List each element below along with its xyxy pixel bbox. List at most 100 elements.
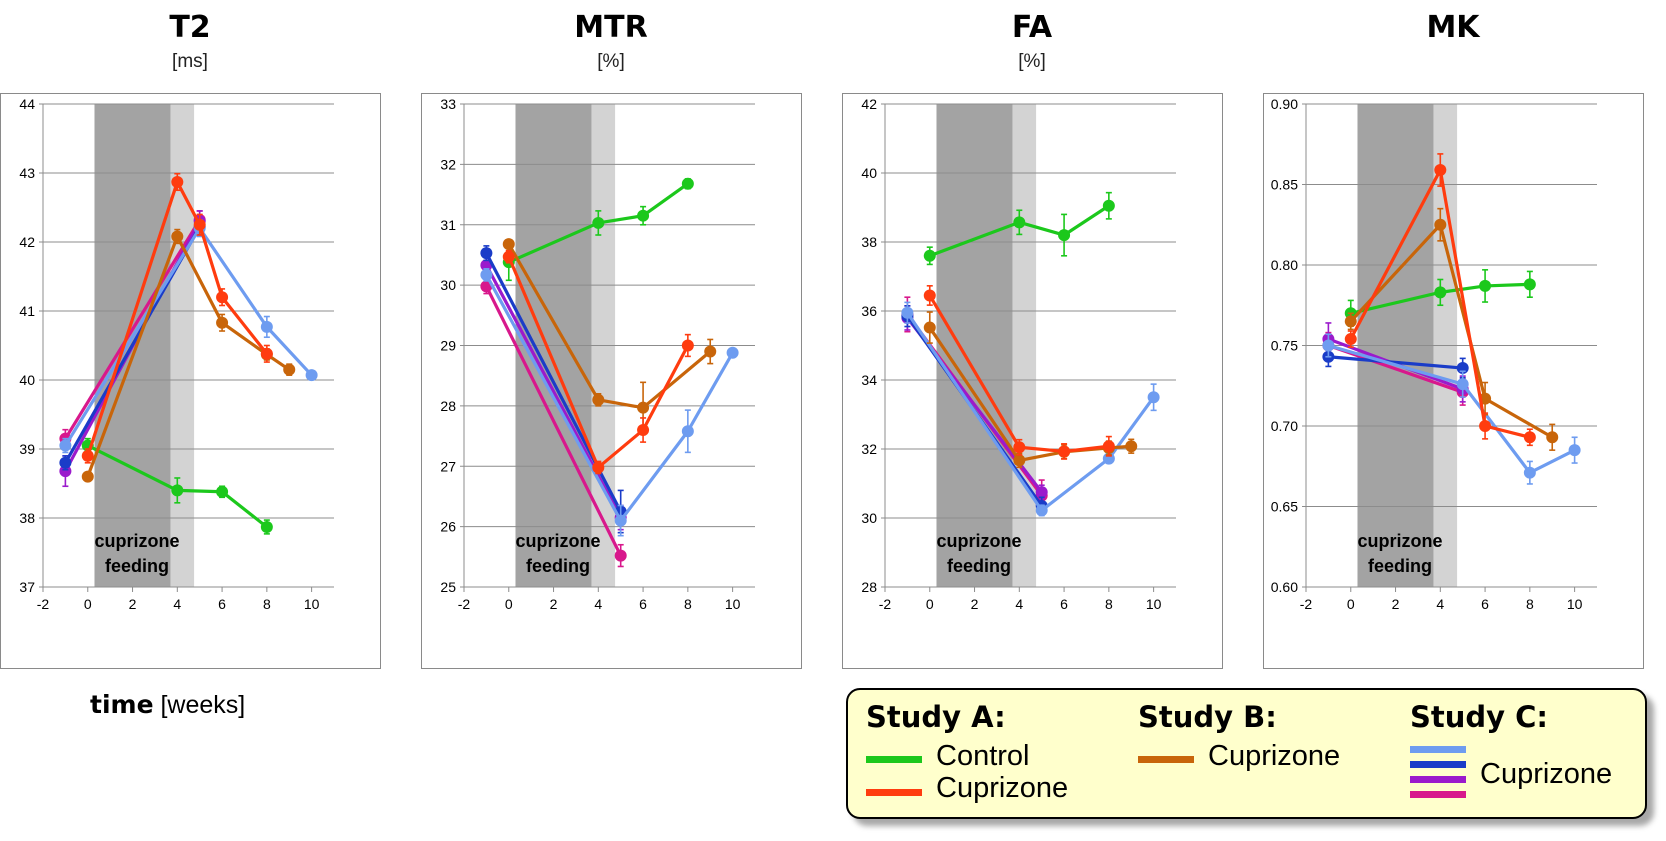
y-tick-label: 0.90 [1271, 96, 1298, 112]
series-line [508, 182, 689, 264]
legend-swatch-c4 [1410, 791, 1466, 798]
panel-unit-mtr: [%] [597, 51, 625, 72]
series-c1 [480, 268, 739, 537]
x-tick-label: 4 [173, 596, 181, 612]
series-cupA [1344, 153, 1536, 447]
data-point [1102, 199, 1115, 212]
data-point [1479, 279, 1492, 292]
cuprizone-feeding-label: feeding [105, 556, 169, 576]
legend-swatch-cuprizone-b [1138, 756, 1194, 763]
data-point [59, 465, 72, 478]
series-c1 [901, 301, 1160, 517]
x-tick-label: 10 [725, 596, 741, 612]
panel-title-mk: MK [1426, 10, 1480, 45]
series-cupA [923, 285, 1115, 460]
y-tick-label: 42 [19, 234, 35, 250]
data-point [1344, 333, 1357, 346]
legend-label-cuprizone-b: Cuprizone [1208, 740, 1341, 772]
data-point [1568, 444, 1581, 457]
x-tick-label: 0 [1347, 596, 1355, 612]
x-tick-label: 10 [1567, 596, 1583, 612]
data-point [216, 485, 229, 498]
y-tick-label: 38 [19, 510, 35, 526]
series-cupA [81, 172, 273, 464]
data-point [592, 393, 605, 406]
x-tick-label: 10 [304, 596, 320, 612]
y-tick-label: 30 [861, 510, 877, 526]
data-point [171, 230, 184, 243]
y-tick-label: 0.65 [1271, 499, 1298, 515]
data-point [1013, 441, 1026, 454]
data-point [480, 268, 493, 281]
data-point [726, 346, 739, 359]
data-point [260, 320, 273, 333]
data-point [614, 514, 627, 527]
y-tick-label: 40 [19, 372, 35, 388]
chart-fa: 28 30 32 34 36 38 40 42 -2 0 2 4 6 8 10 cuprizone feedin… [842, 93, 1223, 669]
data-point [704, 345, 717, 358]
data-point [59, 439, 72, 452]
series-line [507, 256, 690, 470]
x-tick-label: 2 [550, 596, 558, 612]
data-point [1125, 440, 1138, 453]
cuprizone-band-light [170, 104, 195, 587]
data-point [1035, 504, 1048, 517]
series-line [484, 285, 623, 557]
chart-t2: 37 38 39 40 41 42 43 44 -2 0 2 4 6 8 10 cuprizone feedin… [0, 93, 381, 669]
data-point [260, 520, 273, 533]
cuprizone-feeding-label: cuprizone [516, 531, 601, 551]
y-tick-label: 32 [861, 441, 877, 457]
chart-mk: 0.60 0.65 0.70 0.75 0.80 0.85 0.90 -2 0 2 4 6 8 10 cup… [1263, 93, 1644, 669]
x-tick-label: 4 [1436, 596, 1444, 612]
series-line [507, 243, 712, 410]
data-point [1102, 440, 1115, 453]
data-point [1479, 420, 1492, 432]
data-point [923, 321, 936, 334]
x-tick-label: -2 [879, 596, 892, 612]
x-tick-label: 10 [1146, 596, 1162, 612]
data-point [502, 238, 515, 251]
x-tick-label: 8 [1105, 596, 1113, 612]
data-point [81, 449, 94, 462]
data-point [1456, 378, 1469, 391]
data-point [1523, 466, 1536, 479]
series-cupB [81, 228, 296, 483]
panel-title-fa: FA [1011, 10, 1053, 45]
data-point [305, 369, 318, 382]
data-point [216, 316, 229, 329]
series-cupA [502, 249, 694, 475]
data-point [1434, 218, 1447, 231]
series-line [928, 294, 1110, 454]
x-tick-label: 6 [218, 596, 226, 612]
data-point [681, 425, 694, 438]
legend: Study A: Control Cuprizone Study B: Cupr… [846, 688, 1647, 819]
cuprizone-feeding-label: feeding [526, 556, 590, 576]
chart-svg-t2: 37 38 39 40 41 42 43 44 -2 0 2 4 6 8 10 cuprizone feedin… [19, 96, 334, 612]
data-point [1322, 339, 1335, 352]
data-point [681, 339, 694, 352]
cuprizone-band-light [1012, 104, 1037, 587]
data-point [1147, 391, 1160, 404]
x-tick-label: 0 [926, 596, 934, 612]
legend-swatch-c2 [1410, 761, 1466, 768]
x-tick-label: 0 [505, 596, 513, 612]
y-tick-label: 42 [861, 96, 877, 112]
chart-svg-mtr: 25 26 27 28 29 30 31 32 33 -2 0 2 4 6 8 10 cuprizone feed… [440, 96, 755, 612]
y-tick-label: 31 [440, 217, 456, 233]
data-point [592, 461, 605, 474]
series-cupB [1344, 207, 1559, 451]
x-tick-label: -2 [458, 596, 471, 612]
data-point [1035, 486, 1048, 499]
y-tick-label: 30 [440, 277, 456, 293]
x-axis-title-unit: [weeks] [160, 691, 246, 719]
series-line [1328, 355, 1463, 370]
y-tick-label: 0.80 [1271, 257, 1298, 273]
x-tick-label: 4 [594, 596, 602, 612]
x-axis-title: time [weeks] [90, 690, 245, 720]
series-line [906, 311, 1155, 513]
x-tick-label: 6 [1481, 596, 1489, 612]
series-line [484, 274, 735, 523]
y-tick-label: 26 [440, 519, 456, 535]
x-tick-label: 0 [84, 596, 92, 612]
legend-swatch-c1 [1410, 746, 1466, 753]
